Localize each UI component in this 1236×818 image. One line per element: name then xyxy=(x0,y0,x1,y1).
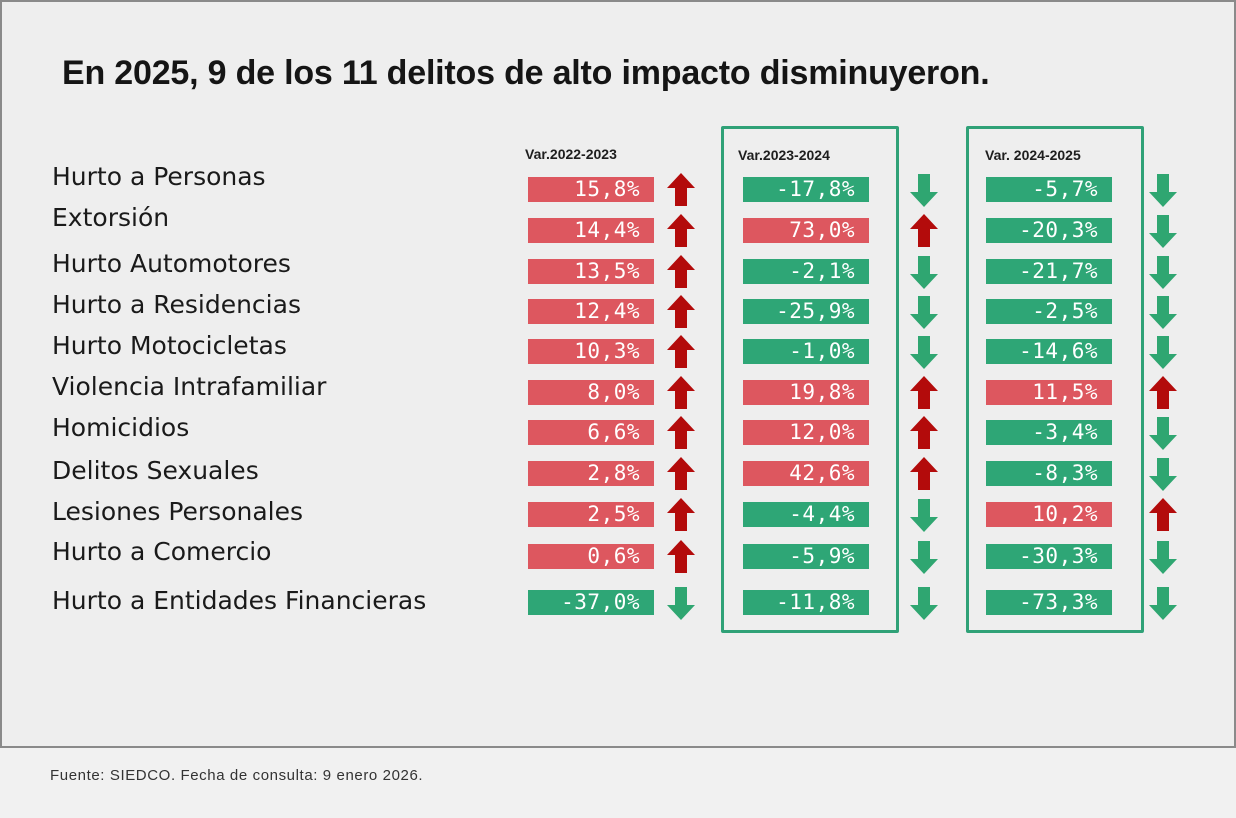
value-cell-2022-2023: 6,6% xyxy=(528,420,654,445)
value-cell-2024-2025: -8,3% xyxy=(986,461,1112,486)
row-label: Lesiones Personales xyxy=(52,497,304,526)
value-cell-2022-2023: 0,6% xyxy=(528,544,654,569)
arrow-down-icon xyxy=(1148,415,1178,451)
arrow-down-icon xyxy=(1148,334,1178,370)
value-cell-2023-2024: 42,6% xyxy=(743,461,869,486)
value-cell-2022-2023: -37,0% xyxy=(528,590,654,615)
arrow-up-icon xyxy=(666,294,696,330)
arrow-down-icon xyxy=(909,254,939,290)
value-cell-2024-2025: -3,4% xyxy=(986,420,1112,445)
value-cell-2023-2024: -5,9% xyxy=(743,544,869,569)
row-label: Delitos Sexuales xyxy=(52,456,259,485)
arrow-down-icon xyxy=(1148,213,1178,249)
column-frame-2024-2025 xyxy=(966,126,1144,633)
value-cell-2022-2023: 14,4% xyxy=(528,218,654,243)
value-cell-2024-2025: 11,5% xyxy=(986,380,1112,405)
value-cell-2022-2023: 2,5% xyxy=(528,502,654,527)
source-footnote: Fuente: SIEDCO. Fecha de consulta: 9 ene… xyxy=(50,767,424,784)
row-label: Violencia Intrafamiliar xyxy=(52,372,327,401)
row-label: Hurto Automotores xyxy=(52,249,291,278)
arrow-down-icon xyxy=(909,334,939,370)
value-cell-2022-2023: 10,3% xyxy=(528,339,654,364)
value-cell-2024-2025: -20,3% xyxy=(986,218,1112,243)
value-cell-2024-2025: 10,2% xyxy=(986,502,1112,527)
arrow-down-icon xyxy=(1148,585,1178,621)
arrow-down-icon xyxy=(909,172,939,208)
arrow-up-icon xyxy=(1148,497,1178,533)
column-frame-2023-2024 xyxy=(721,126,899,633)
value-cell-2023-2024: 12,0% xyxy=(743,420,869,445)
arrow-up-icon xyxy=(666,213,696,249)
arrow-down-icon xyxy=(666,585,696,621)
value-cell-2024-2025: -14,6% xyxy=(986,339,1112,364)
value-cell-2022-2023: 12,4% xyxy=(528,299,654,324)
arrow-up-icon xyxy=(909,213,939,249)
value-cell-2022-2023: 2,8% xyxy=(528,461,654,486)
arrow-down-icon xyxy=(909,294,939,330)
row-label: Hurto a Residencias xyxy=(52,290,301,319)
arrow-up-icon xyxy=(666,172,696,208)
row-label: Hurto a Entidades Financieras xyxy=(52,586,427,615)
value-cell-2023-2024: 73,0% xyxy=(743,218,869,243)
arrow-up-icon xyxy=(666,539,696,575)
arrow-up-icon xyxy=(909,415,939,451)
arrow-down-icon xyxy=(909,539,939,575)
value-cell-2022-2023: 13,5% xyxy=(528,259,654,284)
value-cell-2022-2023: 8,0% xyxy=(528,380,654,405)
arrow-down-icon xyxy=(1148,254,1178,290)
arrow-down-icon xyxy=(909,585,939,621)
arrow-up-icon xyxy=(666,415,696,451)
row-label: Hurto Motocicletas xyxy=(52,331,287,360)
column-header-2024-2025: Var. 2024-2025 xyxy=(985,147,1081,163)
column-header-2022-2023: Var.2022-2023 xyxy=(525,146,617,162)
value-cell-2023-2024: -11,8% xyxy=(743,590,869,615)
arrow-up-icon xyxy=(666,497,696,533)
arrow-up-icon xyxy=(666,375,696,411)
value-cell-2024-2025: -2,5% xyxy=(986,299,1112,324)
value-cell-2023-2024: -17,8% xyxy=(743,177,869,202)
arrow-down-icon xyxy=(1148,539,1178,575)
value-cell-2024-2025: -73,3% xyxy=(986,590,1112,615)
chart-title: En 2025, 9 de los 11 delitos de alto imp… xyxy=(62,54,990,92)
row-label: Extorsión xyxy=(52,203,170,232)
row-label: Hurto a Comercio xyxy=(52,537,272,566)
arrow-down-icon xyxy=(1148,172,1178,208)
column-header-2023-2024: Var.2023-2024 xyxy=(738,147,830,163)
value-cell-2023-2024: -4,4% xyxy=(743,502,869,527)
arrow-down-icon xyxy=(1148,294,1178,330)
arrow-down-icon xyxy=(1148,456,1178,492)
row-label: Hurto a Personas xyxy=(52,162,266,191)
chart-card: En 2025, 9 de los 11 delitos de alto imp… xyxy=(0,0,1236,748)
arrow-up-icon xyxy=(909,456,939,492)
arrow-down-icon xyxy=(909,497,939,533)
value-cell-2023-2024: 19,8% xyxy=(743,380,869,405)
value-cell-2024-2025: -30,3% xyxy=(986,544,1112,569)
arrow-up-icon xyxy=(666,254,696,290)
arrow-up-icon xyxy=(1148,375,1178,411)
arrow-up-icon xyxy=(666,334,696,370)
value-cell-2023-2024: -25,9% xyxy=(743,299,869,324)
value-cell-2022-2023: 15,8% xyxy=(528,177,654,202)
arrow-up-icon xyxy=(909,375,939,411)
arrow-up-icon xyxy=(666,456,696,492)
value-cell-2024-2025: -5,7% xyxy=(986,177,1112,202)
value-cell-2023-2024: -1,0% xyxy=(743,339,869,364)
value-cell-2023-2024: -2,1% xyxy=(743,259,869,284)
row-label: Homicidios xyxy=(52,413,190,442)
value-cell-2024-2025: -21,7% xyxy=(986,259,1112,284)
